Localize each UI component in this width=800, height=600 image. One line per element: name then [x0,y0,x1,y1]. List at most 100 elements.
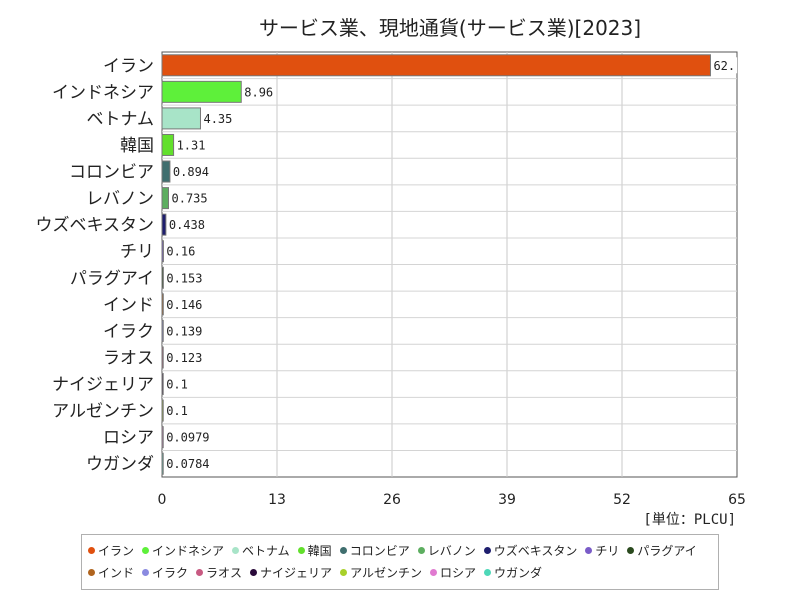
value-label: 62. [713,59,735,73]
legend-item: ベトナム [232,539,290,561]
legend-marker [429,568,437,576]
grid-lines [161,51,738,478]
legend-label: ベトナム [242,543,290,558]
value-label-bg [165,429,212,446]
value-label-bg [712,57,738,74]
legend-marker [88,568,95,576]
legend-item: レバノン [417,539,476,561]
category-label: ナイジェリア [52,375,154,395]
value-label: 0.139 [166,324,202,338]
value-label-bg [165,376,190,393]
legend-item: 韓国 [297,539,332,561]
legend-label: ナイジェリア [260,565,333,580]
category-label: ウズベキスタン [36,216,155,236]
value-label-bg [175,136,208,153]
bar [161,54,711,77]
legend-label: インド [98,565,135,580]
value-label: 0.0784 [166,457,209,471]
bars [161,54,711,475]
value-label-bg [165,322,205,339]
value-label: 0.0979 [166,431,209,445]
legend: イラン インドネシア ベトナム 韓国 コロンビア レバノン ウズベキスタン チリ パラグアイイン… [81,534,719,590]
legend-marker [297,546,305,554]
bar [161,399,164,422]
unit-label: [単位：PLCU] [643,512,736,528]
legend-marker [196,568,204,576]
legend-item: アルゼンチン [340,561,422,583]
value-label-bg [165,243,198,260]
legend-label: ロシア [439,565,476,580]
legend-marker [88,546,95,554]
value-label: 0.1 [166,378,188,392]
legend-item: ロシア [429,561,476,583]
legend-label: パラグアイ [637,543,697,558]
legend-marker [142,546,150,554]
legend-item: ラオス [196,561,242,583]
value-label-bg [167,216,207,233]
category-labels: イランインドネシアベトナム韓国コロンビアレバノンウズベキスタンチリパラグアイイン… [36,56,155,474]
legend-item: イラン [88,539,134,561]
value-label-bg [165,349,205,366]
category-label: ウガンダ [86,455,154,475]
legend-label: アルゼンチン [350,565,422,580]
bar [161,160,171,183]
value-label-bg [202,110,235,127]
x-tick-label: 52 [613,492,631,508]
value-label-bg [165,402,190,419]
value-labels: 62. 8.96 4.35 1.31 0.894 0.735 0.438 0.16 0.153 0… [165,57,738,472]
bar [161,107,201,130]
legend-label: インドネシア [152,543,225,558]
bar [161,319,164,342]
legend-item: インド [88,561,134,583]
value-label-bg [171,163,211,180]
category-label: イラン [103,56,154,76]
category-label: アルゼンチン [52,402,154,422]
legend-label: ウズベキスタン [493,543,578,558]
legend-item: チリ [585,539,619,561]
legend-item: コロンビア [339,539,410,561]
x-tick-label: 0 [158,492,167,508]
value-label-bg [170,190,210,207]
x-tick-label: 39 [498,492,516,508]
x-tick-label: 65 [728,492,746,508]
legend-label: ラオス [206,565,243,580]
x-tick-labels: 0 13 26 39 52 65 [158,492,746,508]
category-label: ベトナム [87,109,155,129]
value-label: 0.438 [169,218,205,232]
bar [161,266,164,289]
value-label: 0.1 [166,404,188,418]
legend-label: コロンビア [349,543,410,558]
legend-marker [250,568,258,576]
legend-label: ウガンダ [493,565,542,580]
value-label: 1.31 [177,138,206,152]
value-label: 0.123 [166,351,202,365]
legend-label: イラン [98,543,135,558]
legend-item: インドネシア [142,539,224,561]
legend-item: ウズベキスタン [483,539,578,561]
legend-label: チリ [595,543,620,558]
bar [161,346,164,369]
category-label: レバノン [86,189,154,209]
value-label: 4.35 [203,112,232,126]
legend-marker [340,568,348,576]
category-label: コロンビア [69,163,154,183]
category-label: チリ [120,242,154,262]
chart-title: サービス業、現地通貨(サービス業)[2023] [258,16,642,40]
value-label-bg [165,455,212,472]
category-label: インド [103,295,154,315]
bar [161,187,170,210]
legend-item: イラク [142,561,188,583]
value-label-bg [165,269,205,286]
legend-item: ウガンダ [483,561,542,583]
value-label-bg [243,83,276,100]
category-label: ラオス [103,348,154,368]
legend-marker [417,546,425,554]
x-tick-label: 26 [383,492,401,508]
value-label: 0.894 [173,165,209,179]
bar [161,293,164,316]
category-label: 韓国 [120,136,154,156]
legend-marker [585,546,593,554]
legend-marker [483,546,491,554]
category-label: ロシア [103,428,154,448]
value-label: 0.16 [166,245,195,259]
